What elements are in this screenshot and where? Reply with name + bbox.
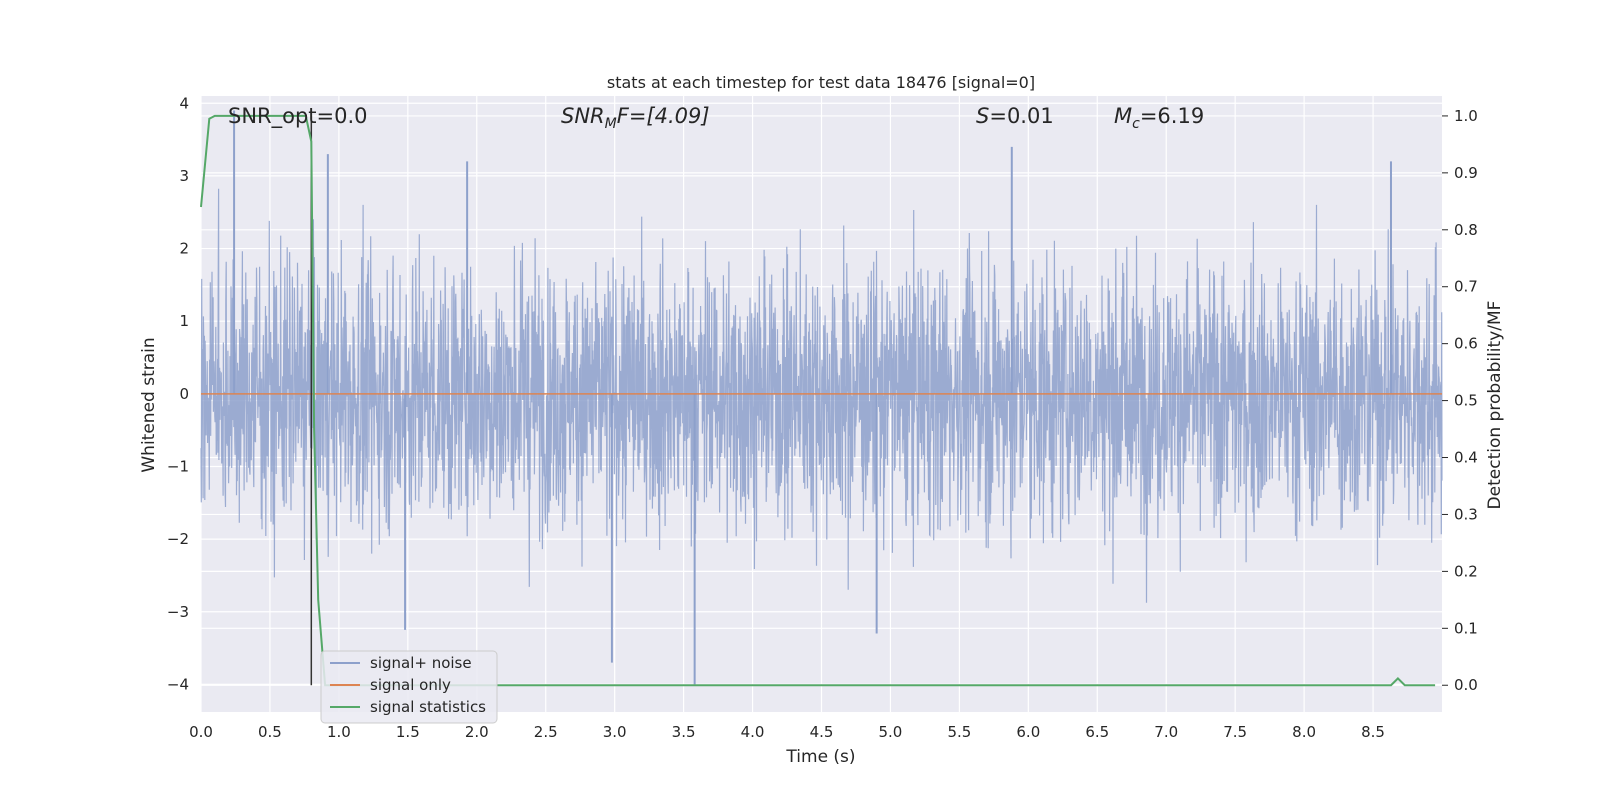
y2-tick-label: 0.9: [1454, 164, 1478, 182]
y-tick-label: 4: [179, 94, 189, 112]
snr-mf-rest: F=[4.09]: [617, 104, 710, 128]
mc-sub: c: [1132, 116, 1140, 132]
y-axis-label: Whitened strain: [139, 337, 159, 472]
y2-tick-label: 0.2: [1454, 562, 1478, 580]
x-tick-label: 0.0: [189, 723, 213, 741]
legend-label-signal-noise: signal+ noise: [370, 654, 472, 672]
legend-box: [320, 650, 498, 724]
chart-title: stats at each timestep for test data 184…: [607, 73, 1035, 92]
y-tick-label: −2: [167, 530, 189, 548]
annotation-snr-opt: SNR_opt=0.0: [228, 104, 368, 129]
x-tick-label: 4.0: [741, 723, 765, 741]
legend-label-signal-statistics: signal statistics: [370, 698, 486, 716]
y-tick-label: 1: [179, 312, 189, 330]
y2-tick-labels: 1.0 0.9 0.8 0.7 0.6 0.5 0.4 0.3 0.2 0.1 0.0: [1442, 107, 1478, 694]
mc-main: M: [1114, 104, 1132, 128]
y-tick-label: −4: [167, 675, 189, 693]
y2-tick-label: 0.1: [1454, 619, 1478, 637]
y2-tick-label: 1.0: [1454, 107, 1478, 125]
legend-label-signal-only: signal only: [370, 676, 451, 694]
x-tick-label: 3.5: [672, 723, 696, 741]
y-tick-label: −1: [167, 457, 189, 475]
x-tick-labels: 0.0 0.5 1.0 1.5 2.0 2.5 3.0 3.5 4.0 4.5 5.0 5.5 6.0 6…: [189, 723, 1385, 741]
x-tick-label: 5.5: [947, 723, 971, 741]
y2-tick-label: 0.8: [1454, 221, 1478, 239]
x-axis-label: Time (s): [785, 747, 855, 767]
annotation-snr-mf: SNRMF=[4.09]: [561, 104, 710, 132]
y-tick-label: 3: [179, 167, 189, 185]
x-tick-label: 0.5: [258, 723, 282, 741]
x-tick-label: 4.5: [810, 723, 834, 741]
x-tick-label: 8.0: [1292, 723, 1316, 741]
x-tick-label: 2.5: [534, 723, 558, 741]
y2-axis-label: Detection probability/MF: [1485, 301, 1505, 510]
y-tick-label: −3: [167, 603, 189, 621]
annotation-mc: Mc=6.19: [1114, 104, 1204, 132]
y-tick-label: 2: [179, 240, 189, 258]
x-tick-label: 1.0: [327, 723, 351, 741]
x-tick-label: 3.0: [603, 723, 627, 741]
mc-value: =6.19: [1140, 104, 1204, 128]
x-tick-label: 5.0: [879, 723, 903, 741]
y2-tick-label: 0.7: [1454, 278, 1478, 296]
x-tick-label: 6.5: [1085, 723, 1109, 741]
y-tick-label: 0: [179, 385, 189, 403]
y2-tick-label: 0.3: [1454, 505, 1478, 523]
y2-tick-label: 0.4: [1454, 449, 1478, 467]
x-tick-label: 1.5: [396, 723, 420, 741]
x-tick-label: 6.0: [1016, 723, 1040, 741]
x-tick-label: 8.5: [1361, 723, 1385, 741]
y2-tick-label: 0.5: [1454, 392, 1478, 410]
s-symbol: S: [976, 104, 989, 128]
x-tick-label: 7.0: [1154, 723, 1178, 741]
x-tick-label: 7.5: [1223, 723, 1247, 741]
y2-tick-label: 0.0: [1454, 676, 1478, 694]
annotation-s: S=0.01: [976, 104, 1054, 128]
snr-mf-sub: M: [605, 116, 617, 132]
legend: signal+ noise signal only signal statist…: [320, 650, 498, 724]
s-value: =0.01: [989, 104, 1053, 128]
x-tick-label: 2.0: [465, 723, 489, 741]
snr-mf-main: SNR: [561, 104, 605, 128]
y2-tick-label: 0.6: [1454, 335, 1478, 353]
y-tick-labels: 4 3 2 1 0 −1 −2 −3 −4: [167, 94, 189, 693]
